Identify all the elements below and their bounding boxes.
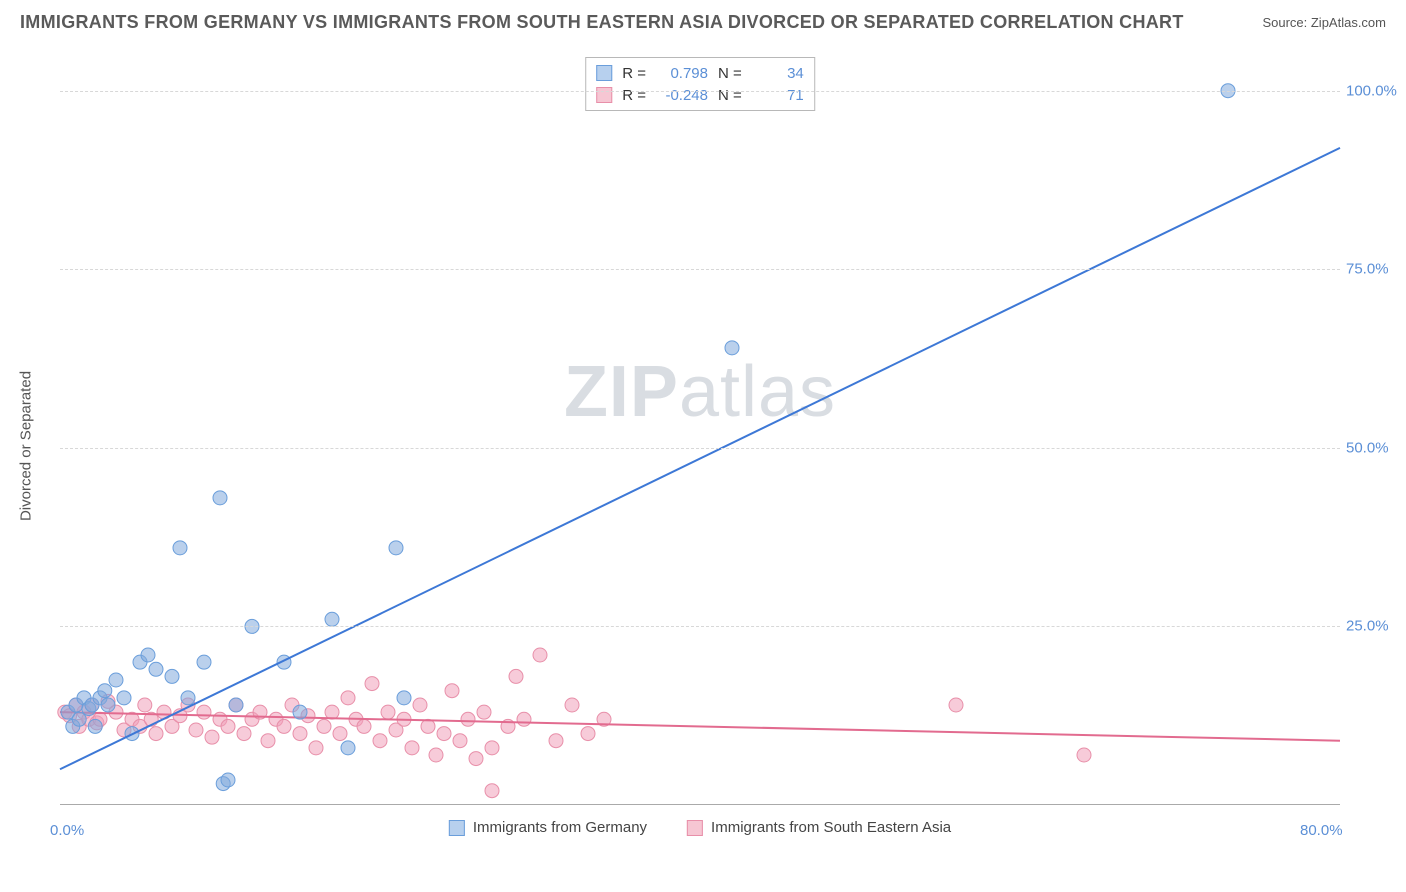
- scatter-point: [477, 705, 491, 719]
- scatter-point: [405, 741, 419, 755]
- scatter-point: [98, 684, 112, 698]
- y-tick-label: 25.0%: [1346, 618, 1406, 635]
- n-value: 71: [752, 87, 804, 104]
- n-label: N =: [718, 65, 742, 82]
- scatter-point: [429, 748, 443, 762]
- scatter-point: [341, 741, 355, 755]
- scatter-point: [397, 691, 411, 705]
- scatter-point: [357, 719, 371, 733]
- scatter-point: [213, 491, 227, 505]
- scatter-point: [293, 727, 307, 741]
- y-tick-label: 50.0%: [1346, 439, 1406, 456]
- source-value: ZipAtlas.com: [1311, 15, 1386, 30]
- legend-stats-row: R = -0.248 N = 71: [596, 84, 804, 106]
- scatter-point: [565, 698, 579, 712]
- scatter-point: [581, 727, 595, 741]
- scatter-point: [509, 669, 523, 683]
- scatter-point: [469, 752, 483, 766]
- r-value: 0.798: [656, 65, 708, 82]
- scatter-point: [197, 655, 211, 669]
- r-value: -0.248: [656, 87, 708, 104]
- scatter-point: [138, 698, 152, 712]
- scatter-point: [365, 677, 379, 691]
- scatter-point: [181, 691, 195, 705]
- gridline: [60, 448, 1340, 449]
- scatter-point: [117, 691, 131, 705]
- scatter-point: [88, 719, 102, 733]
- scatter-point: [221, 719, 235, 733]
- scatter-point: [1077, 748, 1091, 762]
- legend-item: Immigrants from Germany: [449, 819, 647, 836]
- scatter-point: [517, 712, 531, 726]
- chart-title: IMMIGRANTS FROM GERMANY VS IMMIGRANTS FR…: [20, 12, 1184, 33]
- swatch-icon: [449, 820, 465, 836]
- x-tick-right: 80.0%: [1300, 822, 1343, 839]
- scatter-point: [325, 705, 339, 719]
- r-label: R =: [622, 87, 646, 104]
- legend-label: Immigrants from Germany: [473, 819, 647, 836]
- y-tick-label: 100.0%: [1346, 82, 1406, 99]
- source-label: Source:: [1262, 15, 1310, 30]
- scatter-point: [549, 734, 563, 748]
- gridline: [60, 91, 1340, 92]
- scatter-point: [461, 712, 475, 726]
- swatch-icon: [596, 87, 612, 103]
- scatter-point: [149, 662, 163, 676]
- scatter-point: [421, 719, 435, 733]
- source-attribution: Source: ZipAtlas.com: [1262, 15, 1386, 30]
- scatter-point: [309, 741, 323, 755]
- scatter-point: [725, 341, 739, 355]
- scatter-point: [333, 727, 347, 741]
- legend-bottom: Immigrants from Germany Immigrants from …: [449, 819, 951, 836]
- scatter-point: [293, 705, 307, 719]
- scatter-point: [261, 734, 275, 748]
- y-tick-label: 75.0%: [1346, 261, 1406, 278]
- scatter-point: [197, 705, 211, 719]
- scatter-point: [485, 741, 499, 755]
- scatter-point: [141, 648, 155, 662]
- legend-stats-box: R = 0.798 N = 34 R = -0.248 N = 71: [585, 57, 815, 111]
- x-tick-left: 0.0%: [50, 822, 84, 839]
- scatter-point: [453, 734, 467, 748]
- swatch-icon: [687, 820, 703, 836]
- scatter-point: [189, 723, 203, 737]
- scatter-point: [109, 673, 123, 687]
- scatter-point: [389, 541, 403, 555]
- scatter-point: [949, 698, 963, 712]
- scatter-point: [277, 719, 291, 733]
- gridline: [60, 269, 1340, 270]
- legend-label: Immigrants from South Eastern Asia: [711, 819, 951, 836]
- scatter-point: [229, 698, 243, 712]
- trend-line: [60, 148, 1340, 769]
- scatter-point: [173, 541, 187, 555]
- scatter-point: [437, 727, 451, 741]
- scatter-point: [221, 773, 235, 787]
- gridline: [60, 626, 1340, 627]
- scatter-point: [445, 684, 459, 698]
- scatter-point: [485, 784, 499, 798]
- scatter-point: [325, 612, 339, 626]
- chart-svg: [60, 55, 1340, 804]
- scatter-point: [237, 727, 251, 741]
- y-axis-label: Divorced or Separated: [18, 371, 35, 521]
- scatter-point: [381, 705, 395, 719]
- scatter-point: [317, 719, 331, 733]
- n-label: N =: [718, 87, 742, 104]
- legend-stats-row: R = 0.798 N = 34: [596, 62, 804, 84]
- scatter-point: [165, 669, 179, 683]
- scatter-point: [373, 734, 387, 748]
- scatter-point: [533, 648, 547, 662]
- plot-area: ZIPatlas R = 0.798 N = 34 R = -0.248 N =…: [60, 55, 1340, 805]
- scatter-point: [101, 698, 115, 712]
- scatter-point: [341, 691, 355, 705]
- chart-header: IMMIGRANTS FROM GERMANY VS IMMIGRANTS FR…: [20, 12, 1386, 33]
- legend-item: Immigrants from South Eastern Asia: [687, 819, 951, 836]
- scatter-point: [205, 730, 219, 744]
- scatter-point: [413, 698, 427, 712]
- n-value: 34: [752, 65, 804, 82]
- swatch-icon: [596, 65, 612, 81]
- scatter-point: [149, 727, 163, 741]
- r-label: R =: [622, 65, 646, 82]
